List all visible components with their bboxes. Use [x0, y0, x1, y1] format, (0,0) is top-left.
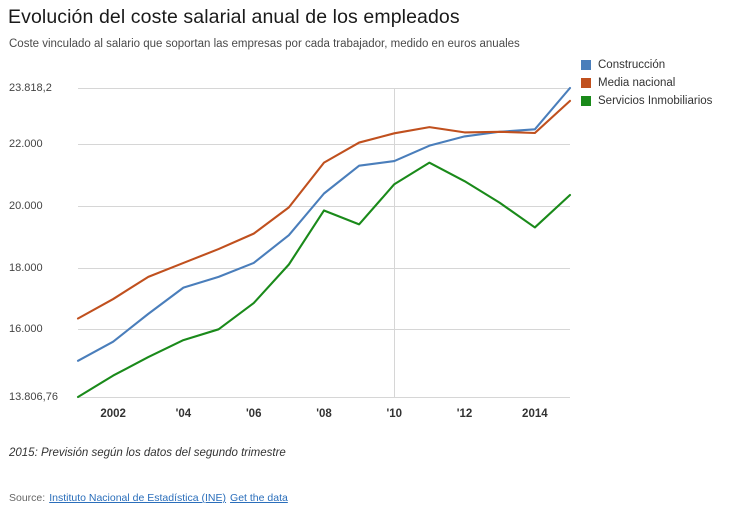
x-axis-tick-label: '12	[456, 408, 473, 420]
source-line: Source: Instituto Nacional de Estadística…	[9, 492, 288, 504]
x-axis-tick-label: '06	[245, 408, 262, 420]
page-title: Evolución del coste salarial anual de lo…	[8, 6, 460, 28]
x-axis-tick-label: '04	[175, 408, 192, 420]
x-axis-tick-label: 2014	[522, 408, 548, 420]
series-line-servicios-inmobiliarios	[76, 161, 572, 399]
legend-swatch-icon	[581, 60, 591, 70]
y-axis-tick-label: 22.000	[9, 138, 43, 151]
x-axis-tick-label: '08	[316, 408, 332, 420]
legend-swatch-icon	[581, 96, 591, 106]
source-link-ine[interactable]: Instituto Nacional de Estadística (INE)	[49, 492, 227, 504]
legend-swatch-icon	[581, 78, 591, 88]
y-axis-tick-label: 20.000	[9, 199, 43, 212]
x-axis-tick-label: 2002	[100, 408, 126, 420]
legend-item-construccion[interactable]: Construcción	[581, 57, 745, 73]
chart-legend: Construcción Media nacional Servicios In…	[581, 57, 745, 111]
series-line-media-nacional	[76, 99, 572, 320]
chart-subtitle: Coste vinculado al salario que soportan …	[9, 38, 520, 50]
y-axis-tick-label: 18.000	[9, 261, 43, 274]
y-axis-tick-label: 23.818,2	[9, 82, 52, 94]
legend-label: Servicios Inmobiliarios	[598, 95, 713, 107]
legend-label: Media nacional	[598, 77, 676, 89]
source-prefix: Source:	[9, 492, 46, 504]
legend-label: Construcción	[598, 59, 666, 71]
y-axis-tick-label: 16.000	[9, 323, 43, 336]
x-axis-tick-label: '10	[386, 408, 403, 420]
legend-item-servicios-inmobiliarios[interactable]: Servicios Inmobiliarios	[581, 93, 745, 109]
legend-item-media-nacional[interactable]: Media nacional	[581, 75, 745, 91]
chart-footnote: 2015: Previsión según los datos del segu…	[9, 447, 286, 459]
get-the-data-link[interactable]: Get the data	[230, 492, 288, 504]
series-line-construcci-n	[76, 86, 572, 362]
y-axis-tick-label: 13.806,76	[9, 391, 58, 403]
